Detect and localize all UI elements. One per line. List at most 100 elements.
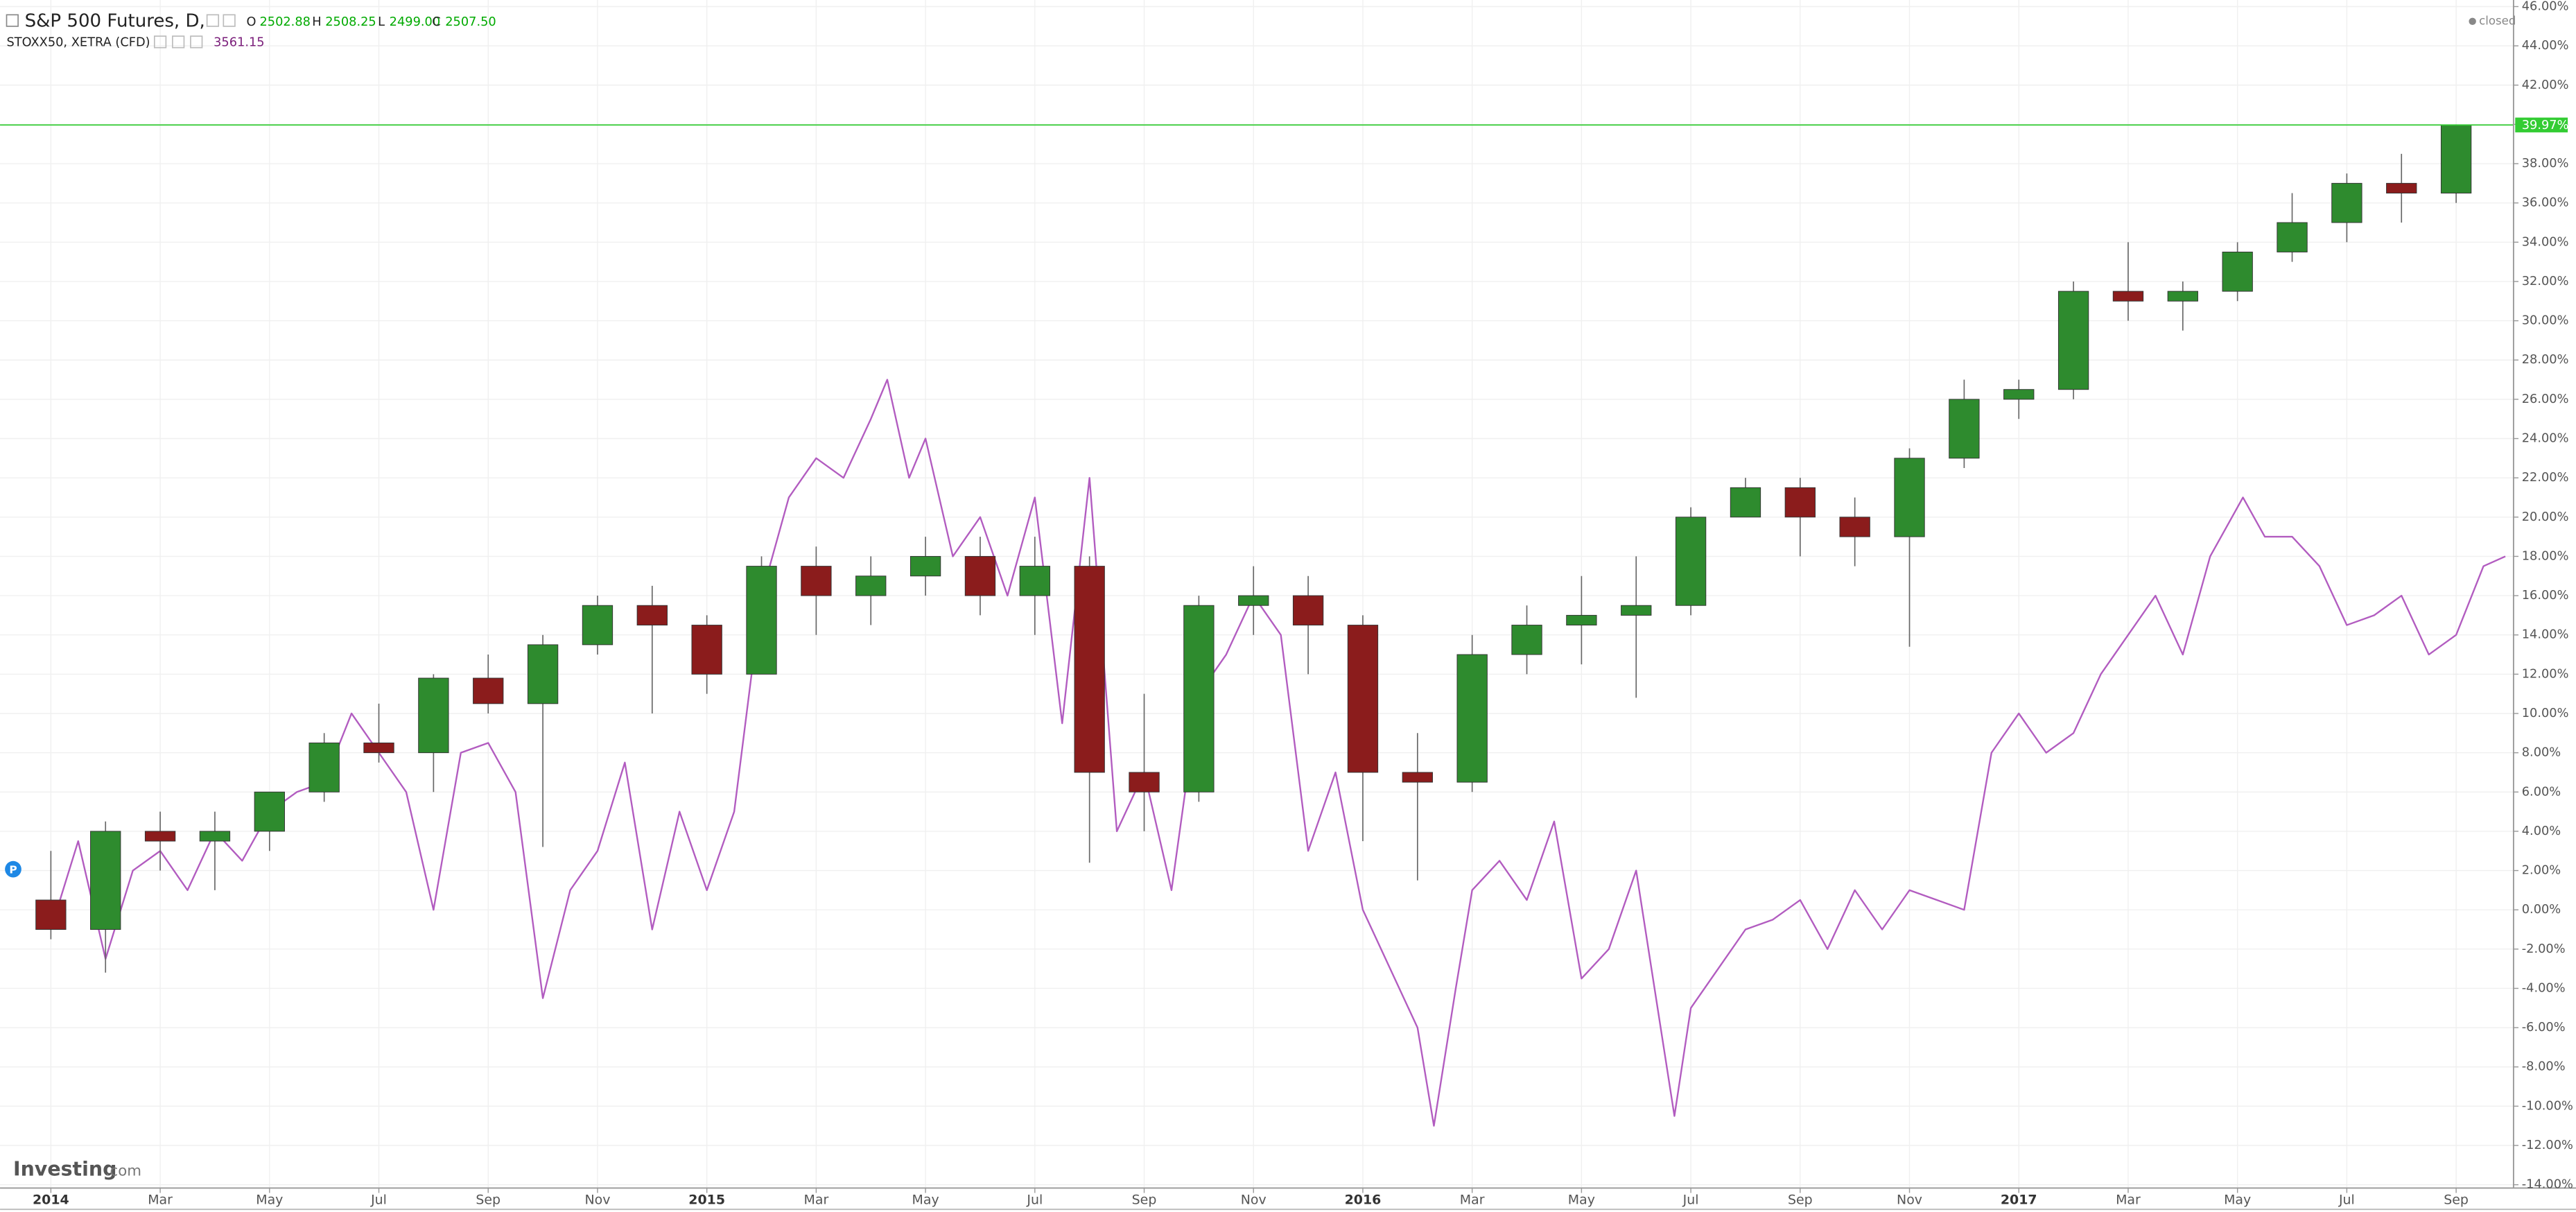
status-dot <box>2469 17 2476 26</box>
candle-body <box>1238 595 1269 606</box>
candle-body <box>1402 772 1433 783</box>
candle-body <box>2057 291 2089 390</box>
y-tick-label: 6.00% <box>2522 785 2561 799</box>
ohlc-label: L <box>378 15 385 29</box>
candle-body <box>308 742 340 793</box>
candle-body <box>418 677 449 754</box>
marker-circle[interactable] <box>5 860 21 878</box>
candle-body <box>964 555 996 596</box>
candle-body <box>2277 222 2308 252</box>
candle-body <box>2167 291 2198 302</box>
x-tick-label: Jul <box>1026 1193 1043 1208</box>
x-tick-label: Nov <box>1897 1193 1922 1208</box>
x-tick-label: Mar <box>148 1193 173 1208</box>
x-tick-label: Jul <box>2338 1193 2355 1208</box>
x-tick-label: Sep <box>1788 1193 1813 1208</box>
y-tick-label: 34.00% <box>2522 235 2569 249</box>
candle-body <box>1566 614 1597 626</box>
candle-body <box>144 831 176 842</box>
candle-body <box>1621 605 1652 616</box>
y-tick-label: 26.00% <box>2522 392 2569 406</box>
y-tick-label: 2.00% <box>2522 864 2561 878</box>
candle-body <box>910 555 941 577</box>
x-tick-label: May <box>1568 1193 1595 1208</box>
x-tick-label: 2017 <box>2001 1193 2037 1208</box>
y-tick-label: 28.00% <box>2522 353 2569 367</box>
x-tick-label: Mar <box>1460 1193 1485 1208</box>
y-tick-label: 42.00% <box>2522 78 2569 92</box>
candle-body <box>1675 517 1707 606</box>
current-label-bg <box>2515 117 2568 132</box>
y-tick-label: 8.00% <box>2522 746 2561 760</box>
ohlc-value: 2502.88 <box>259 15 310 29</box>
candle-body <box>2222 252 2253 292</box>
market-status: closed <box>2479 14 2516 27</box>
candle-body <box>2440 124 2472 193</box>
y-tick-label: 18.00% <box>2522 549 2569 563</box>
y-tick-label: 44.00% <box>2522 39 2569 53</box>
settings-icon[interactable] <box>206 14 220 27</box>
x-tick-label: Mar <box>804 1193 829 1208</box>
x-tick-label: Sep <box>1132 1193 1157 1208</box>
y-tick-label: -4.00% <box>2522 981 2566 995</box>
current-label: 39.97% <box>2522 119 2569 132</box>
brand: Investing .com <box>13 1157 141 1180</box>
x-tick-label: 2016 <box>1345 1193 1382 1208</box>
y-tick-label: 30.00% <box>2522 314 2569 328</box>
x-tick-label: Jul <box>1682 1193 1699 1208</box>
y-tick-label: -2.00% <box>2522 942 2566 956</box>
candle-body <box>801 566 832 596</box>
candle-body <box>582 605 613 646</box>
hide-icon[interactable] <box>223 14 236 27</box>
y-tick-label: 12.00% <box>2522 667 2569 681</box>
y-tick-label: 14.00% <box>2522 628 2569 642</box>
candle-body <box>473 677 504 704</box>
x-tick-label: Mar <box>2116 1193 2141 1208</box>
candle-body <box>1894 458 1925 537</box>
ohlc-value: 2507.50 <box>445 15 496 29</box>
y-tick-label: 4.00% <box>2522 824 2561 838</box>
candle-body <box>1949 399 1980 459</box>
candle-body <box>1730 487 1761 518</box>
x-tick-label: Jul <box>370 1193 387 1208</box>
collapse-icon[interactable] <box>6 14 19 27</box>
candle-body <box>254 791 285 832</box>
x-tick-label: Sep <box>2444 1193 2469 1208</box>
candle-body <box>2112 291 2144 302</box>
ohlc-label: C <box>432 15 440 29</box>
remove-icon[interactable] <box>190 35 203 49</box>
y-tick-label: -6.00% <box>2522 1021 2566 1034</box>
settings-icon[interactable] <box>153 35 167 49</box>
candle-body <box>90 831 121 930</box>
y-tick-label: 24.00% <box>2522 432 2569 446</box>
y-tick-label: 0.00% <box>2522 903 2561 917</box>
candle-body <box>1784 487 1816 518</box>
candle-body <box>1292 595 1324 626</box>
y-tick-label: 22.00% <box>2522 471 2569 485</box>
ohlc-value: 2499.00 <box>390 15 440 29</box>
y-tick-label: -10.00% <box>2522 1099 2573 1113</box>
marker-label: P <box>9 863 17 876</box>
brand-suffix: .com <box>105 1163 141 1180</box>
x-tick-label: May <box>912 1193 939 1208</box>
candle-body <box>1839 517 1870 537</box>
y-tick-label: 20.00% <box>2522 510 2569 524</box>
hide-icon[interactable] <box>172 35 185 49</box>
candle-body <box>1511 625 1542 655</box>
candle-body <box>1456 654 1488 783</box>
line-series <box>50 379 2506 1127</box>
candle-body <box>2331 182 2362 223</box>
candle-body <box>1129 772 1160 793</box>
candle-body <box>1019 566 1050 596</box>
x-tick-label: Nov <box>1241 1193 1267 1208</box>
candle-body <box>691 625 722 675</box>
y-tick-label: 10.00% <box>2522 707 2569 720</box>
x-tick-label: Sep <box>476 1193 501 1208</box>
x-tick-label: May <box>256 1193 283 1208</box>
candle-body <box>527 644 559 704</box>
candle-body <box>1183 605 1215 793</box>
y-tick-label: 38.00% <box>2522 157 2569 171</box>
candle-body <box>1074 566 1105 773</box>
candle-body <box>2003 389 2035 400</box>
